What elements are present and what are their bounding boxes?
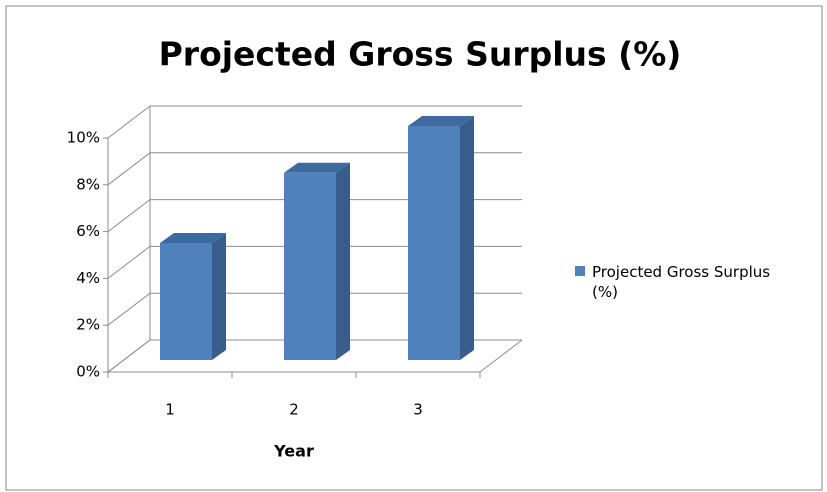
bar [160,243,212,360]
x-tick-label: 3 [413,401,423,419]
grid-line [107,199,522,232]
bar-side [212,233,226,360]
grid-line [107,152,522,186]
grid-line [107,245,522,279]
grid-line [107,105,522,139]
floor-edge [479,339,523,373]
y-tick-label: 4% [76,269,100,287]
legend-label: Projected Gross Surplus (%) [592,263,771,301]
y-tick-label: 8% [76,175,100,193]
bar-top [408,116,474,126]
bar [284,172,336,360]
y-tick-label: 10% [67,129,100,147]
legend-key [575,266,585,276]
y-tick-label: 6% [76,222,100,240]
bar-side [460,116,474,360]
x-tick-label: 2 [289,401,299,419]
bar-top [160,233,226,243]
grid-line [107,339,522,373]
chart-title: Projected Gross Surplus (%) [159,35,682,74]
bar [408,126,460,360]
x-tick-label: 1 [165,401,175,419]
grid-line [107,292,522,326]
y-tick-label: 2% [76,316,100,334]
bar-top [284,162,350,173]
bar-side [336,162,350,360]
y-tick-label: 0% [76,363,100,381]
x-axis-title: Year [273,442,314,461]
